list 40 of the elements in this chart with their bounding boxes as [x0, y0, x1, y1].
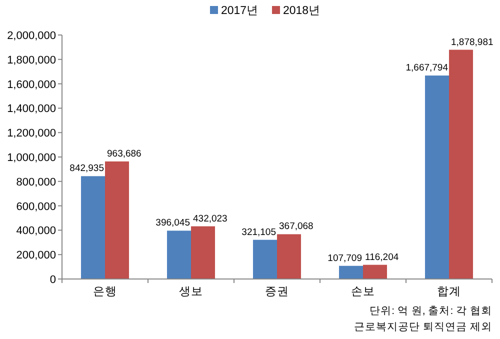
data-label: 432,023	[193, 213, 228, 224]
y-tick-label: 0	[50, 274, 56, 286]
y-tick-label: 1,800,000	[7, 54, 56, 66]
bar	[363, 264, 387, 279]
bar	[277, 234, 301, 279]
text: 근로복지공단 퇴직연금 제외	[354, 321, 492, 333]
bar	[81, 176, 105, 279]
y-tick-label: 200,000	[16, 250, 56, 262]
y-tick-label: 2,000,000	[7, 30, 56, 42]
data-label: 1,878,981	[451, 36, 494, 48]
data-label: 107,709	[328, 252, 362, 264]
legend-label: 2018년	[283, 5, 321, 17]
y-tick-label: 800,000	[16, 176, 56, 188]
bar	[449, 50, 473, 279]
bar	[105, 161, 129, 279]
y-tick-label: 1,600,000	[7, 78, 56, 91]
bar	[167, 230, 191, 279]
x-tick-label: 생보	[179, 286, 203, 298]
bar	[425, 76, 449, 279]
y-tick-label: 1,200,000	[7, 128, 56, 140]
y-tick-label: 400,000	[16, 225, 56, 238]
data-label: 321,105	[242, 226, 276, 238]
x-tick-label: 증권	[265, 286, 289, 298]
data-label: 1,667,794	[406, 62, 448, 74]
x-tick-label: 은행	[93, 286, 117, 298]
x-tick-label: 합계	[437, 286, 461, 298]
data-label: 963,686	[107, 148, 142, 160]
bar	[339, 266, 363, 279]
x-tick-label: 손보	[351, 286, 375, 298]
data-label: 396,045	[156, 218, 190, 229]
y-tick-label: 600,000	[16, 200, 56, 213]
y-tick-label: 1,000,000	[7, 152, 56, 164]
data-label: 116,204	[365, 252, 399, 263]
y-tick-label: 1,400,000	[7, 103, 56, 116]
data-label: 842,935	[70, 163, 104, 174]
text: 단위: 억 원, 출처: 각 협회	[370, 305, 492, 317]
bar	[191, 226, 215, 279]
bar	[253, 240, 277, 279]
data-label: 367,068	[279, 221, 314, 232]
legend-label: 2017년	[221, 5, 259, 17]
